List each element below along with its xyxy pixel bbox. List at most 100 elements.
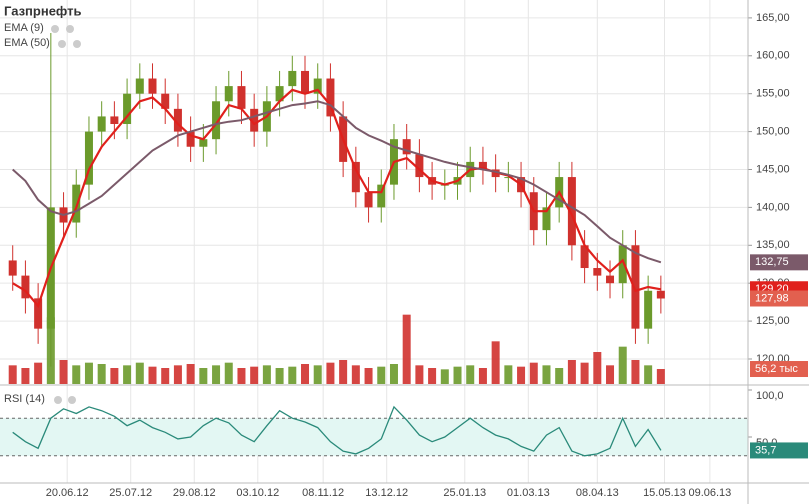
- icon[interactable]: [51, 25, 59, 33]
- candle-body: [34, 298, 43, 329]
- icon[interactable]: [73, 40, 81, 48]
- volume-bar: [656, 369, 665, 384]
- legend-icons: [51, 25, 81, 404]
- legend-entry[interactable]: EMA (50): [4, 37, 50, 49]
- y-tick-label: 100,0: [756, 390, 784, 402]
- volume-bar: [288, 366, 297, 384]
- volume-bar: [466, 365, 475, 384]
- value-marker: [750, 290, 808, 307]
- value-marker: [750, 254, 808, 271]
- candle-body: [72, 184, 81, 223]
- y-tick-label: 150,00: [756, 125, 790, 137]
- volume-bar: [21, 368, 30, 384]
- legend-entry[interactable]: EMA (9): [4, 22, 44, 34]
- x-tick-label: 25.07.12: [109, 487, 152, 499]
- volume-bar: [34, 362, 43, 384]
- value-marker: [750, 442, 808, 459]
- candle-body: [250, 108, 259, 132]
- x-tick-label: 09.06.13: [688, 487, 731, 499]
- y-tick-label: 145,00: [756, 163, 790, 175]
- candle-body: [377, 184, 386, 208]
- x-tick-label: 03.10.12: [236, 487, 279, 499]
- volume-bar: [161, 368, 170, 384]
- x-tick-label: 08.04.13: [576, 487, 619, 499]
- volume-bar: [517, 366, 526, 384]
- x-tick-label: 20.06.12: [46, 487, 89, 499]
- volume-bar: [491, 341, 500, 384]
- volume-bar: [631, 360, 640, 384]
- volume-bar: [301, 364, 310, 384]
- y-tick-label: 165,00: [756, 12, 790, 24]
- value-marker-label: 35,7: [755, 444, 776, 456]
- volume-bar: [606, 365, 615, 384]
- candle-body: [364, 192, 373, 208]
- candle-body: [288, 70, 297, 87]
- x-tick-label: 25.01.13: [443, 487, 486, 499]
- volume-bar: [59, 360, 68, 384]
- volume-bar: [148, 366, 157, 384]
- candle-body: [212, 101, 221, 140]
- volume-bar: [173, 365, 182, 384]
- candle-body: [644, 290, 653, 329]
- candle-body: [97, 116, 106, 132]
- labels: Газпрнефть EMA (9) EMA (50) RSI (14): [4, 3, 82, 404]
- icon[interactable]: [58, 40, 66, 48]
- icon[interactable]: [68, 396, 76, 404]
- volume-bar: [97, 364, 106, 384]
- candle-body: [504, 177, 513, 179]
- volume-bar: [402, 314, 411, 384]
- volume-bar: [339, 360, 348, 384]
- candle-body: [161, 93, 170, 109]
- candle-body: [301, 70, 310, 94]
- candle-body: [567, 177, 576, 246]
- volume-bar: [110, 368, 119, 384]
- volume-bar: [199, 368, 208, 384]
- volume-bar: [415, 365, 424, 384]
- candle-body: [542, 207, 551, 231]
- plot: [0, 33, 748, 457]
- x-tick-label: 01.03.13: [507, 487, 550, 499]
- candle-body: [173, 108, 182, 132]
- candle-body: [8, 260, 17, 276]
- volume-bar: [351, 365, 360, 384]
- y-tick-label: 140,00: [756, 201, 790, 213]
- volume-bar: [504, 365, 513, 384]
- candle-body: [631, 245, 640, 329]
- panel-title[interactable]: RSI (14): [4, 393, 45, 405]
- volume-bar: [567, 360, 576, 384]
- x-tick-label: 08.11.12: [302, 487, 344, 499]
- icon[interactable]: [54, 396, 62, 404]
- x-tick-label: 13.12.12: [365, 487, 408, 499]
- volume-bar: [389, 364, 398, 384]
- candle-body: [351, 161, 360, 193]
- volume-bar: [440, 369, 449, 384]
- grid: 20.06.12 25.07.12 29.08.12 03.10.12 08.11.12…: [0, 0, 790, 499]
- candle-body: [110, 116, 119, 125]
- volume-bar: [593, 352, 602, 384]
- volume-bar: [46, 317, 55, 384]
- y-tick-label: 160,00: [756, 50, 790, 62]
- value-marker-label: 127,98: [755, 292, 789, 304]
- volume-bar: [326, 362, 335, 384]
- rsi-line: [12, 405, 662, 457]
- volume-bar: [224, 362, 233, 384]
- candle-body: [21, 275, 30, 299]
- candle-body: [415, 154, 424, 178]
- candle-body: [326, 78, 335, 117]
- candle-body: [618, 245, 627, 284]
- candle-body: [186, 131, 195, 147]
- volume-bar: [542, 365, 551, 384]
- volume-bar: [529, 362, 538, 384]
- icon[interactable]: [66, 25, 74, 33]
- candle-body: [135, 78, 144, 94]
- volume-bar: [237, 368, 246, 384]
- ema-line: [12, 88, 662, 309]
- ema-line: [12, 100, 662, 264]
- volume-bar: [250, 366, 259, 384]
- y-tick-label: 135,00: [756, 239, 790, 251]
- volume-bar: [478, 368, 487, 384]
- value-marker: [750, 361, 808, 378]
- volume-bar: [212, 365, 221, 384]
- volume-bar: [644, 365, 653, 384]
- volume-bar: [275, 368, 284, 384]
